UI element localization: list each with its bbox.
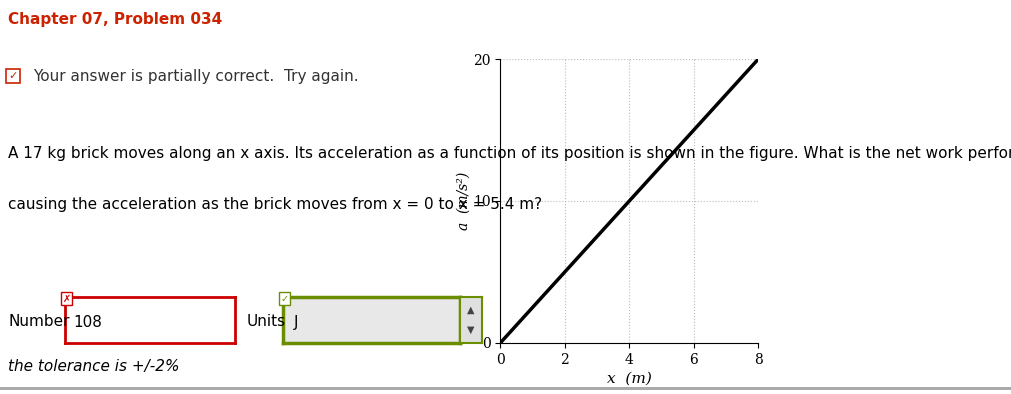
Text: ✓: ✓ — [8, 71, 17, 81]
Text: Units: Units — [247, 314, 286, 329]
Text: ✓: ✓ — [280, 294, 288, 303]
Text: Chapter 07, Problem 034: Chapter 07, Problem 034 — [8, 12, 222, 27]
Text: J: J — [294, 315, 298, 330]
Text: the tolerance is +/-2%: the tolerance is +/-2% — [8, 359, 180, 374]
Text: causing the acceleration as the brick moves from x = 0 to x = 5.4 m?: causing the acceleration as the brick mo… — [8, 197, 542, 212]
Y-axis label: a  (m/s²): a (m/s²) — [456, 172, 470, 230]
Text: ▼: ▼ — [467, 325, 475, 335]
X-axis label: x  (m): x (m) — [607, 372, 652, 386]
Text: Number: Number — [8, 314, 70, 329]
Text: Your answer is partially correct.  Try again.: Your answer is partially correct. Try ag… — [33, 69, 359, 84]
Text: A 17 kg brick moves along an x axis. Its acceleration as a function of its posit: A 17 kg brick moves along an x axis. Its… — [8, 146, 1011, 161]
Text: ✗: ✗ — [63, 294, 71, 303]
Text: ▲: ▲ — [467, 305, 475, 315]
Text: 108: 108 — [73, 315, 102, 330]
